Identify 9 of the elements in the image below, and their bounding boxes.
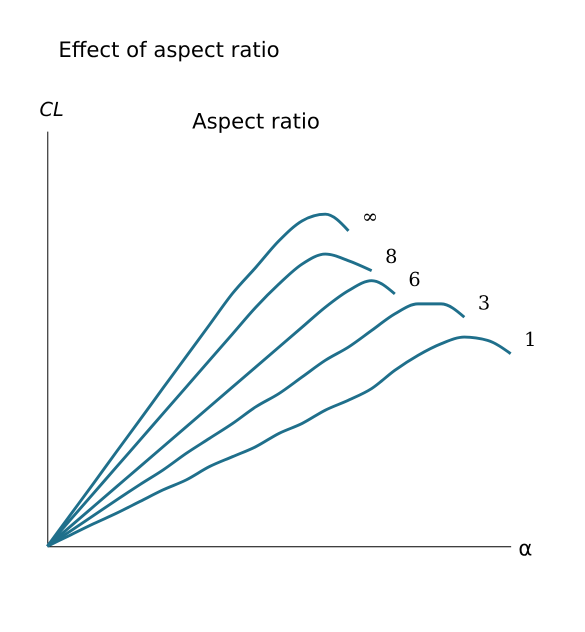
y-axis-title: CL xyxy=(40,98,64,122)
chart-title: Effect of aspect ratio xyxy=(58,38,280,63)
text: Aspect ratio xyxy=(192,109,320,134)
series-label: 6 xyxy=(408,268,421,292)
series-label: 3 xyxy=(478,291,490,314)
series-label: 1 xyxy=(524,328,536,351)
series-label: ∞ xyxy=(362,205,378,228)
series-label: 8 xyxy=(385,244,398,268)
x-axis-title: α xyxy=(518,536,532,562)
